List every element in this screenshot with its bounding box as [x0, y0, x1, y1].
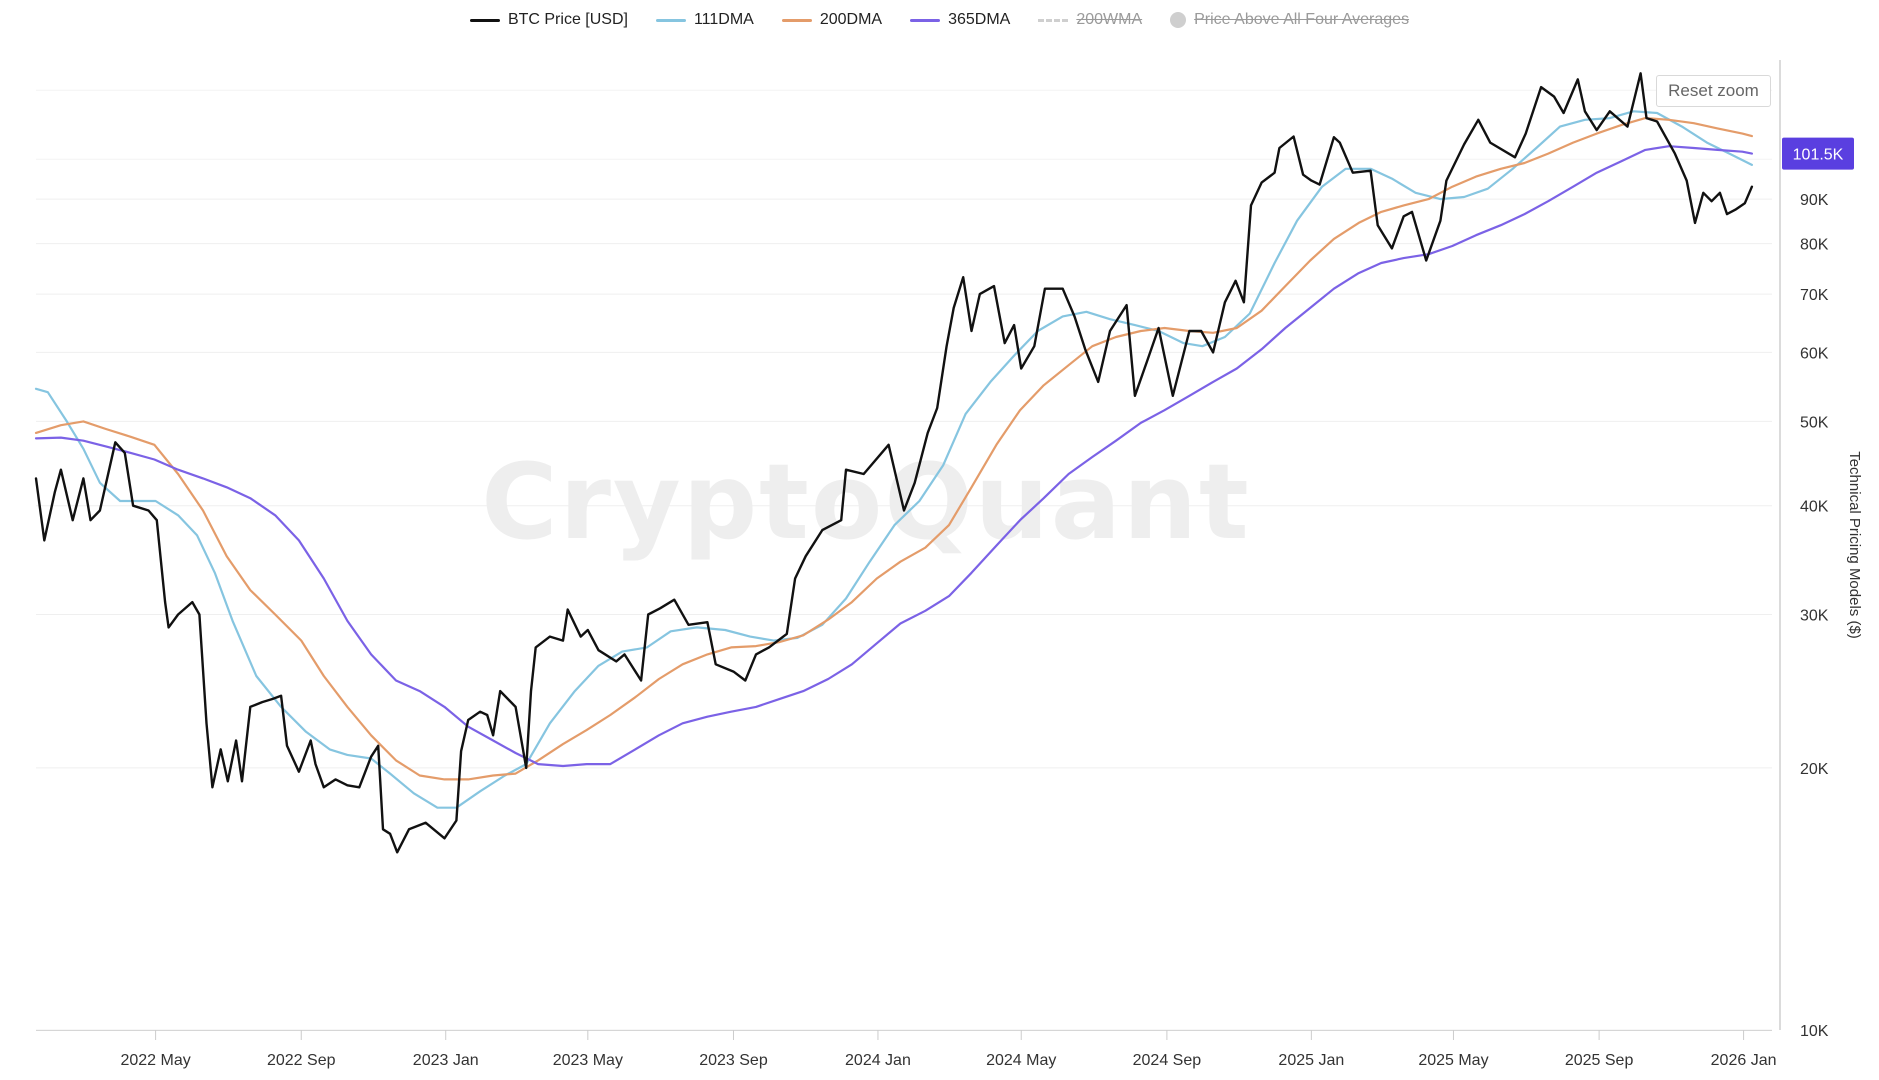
x-tick-label: 2024 Sep	[1133, 1052, 1202, 1069]
y-tick-label: 60K	[1800, 345, 1829, 362]
axes-layer	[36, 60, 1781, 1031]
series-line-365dma[interactable]	[34, 145, 1753, 768]
x-tick-label: 2026 Jan	[1711, 1052, 1777, 1069]
legend-swatch	[1170, 12, 1187, 28]
legend-item-200wma[interactable]: 200WMA	[1038, 11, 1142, 29]
series-line-btc-price-usd[interactable]	[34, 72, 1754, 854]
legend-item-price-above-all-four-averages[interactable]: Price Above All Four Averages	[1170, 11, 1409, 29]
legend-label: BTC Price [USD]	[507, 11, 628, 28]
y-tick-label: 30K	[1800, 608, 1829, 625]
legend-swatch	[781, 18, 812, 22]
legend-item-200dma[interactable]: 200DMA	[781, 11, 883, 29]
current-value-badge: 101.5K	[1782, 137, 1854, 170]
legend-label: 365DMA	[948, 11, 1011, 28]
x-tick-label: 2025 Jan	[1278, 1052, 1344, 1069]
legend-swatch	[469, 18, 500, 22]
chart-legend: BTC Price [USD] 111DMA 200DMA 365DMA 200WMA P…	[0, 6, 1879, 34]
x-tick-label: 2025 Sep	[1565, 1052, 1634, 1069]
y-tick-label: 70K	[1800, 287, 1829, 304]
y-tick-label: 50K	[1800, 414, 1829, 431]
x-tick-label: 2023 Sep	[699, 1052, 768, 1069]
watermark: CryptoQuant	[481, 441, 1250, 563]
legend-item-btc-price-usd[interactable]: BTC Price [USD]	[469, 11, 628, 29]
legend-swatch	[1038, 18, 1069, 22]
legend-item-111dma[interactable]: 111DMA	[655, 11, 754, 29]
legend-label: 200DMA	[819, 11, 883, 28]
x-tick-label: 2024 May	[986, 1052, 1056, 1069]
x-tick-label: 2022 May	[120, 1052, 190, 1069]
y-axis-title: Technical Pricing Models ($)	[1846, 451, 1863, 639]
legend-swatch	[655, 18, 686, 22]
y-tick-label: 90K	[1800, 192, 1829, 209]
legend-label: 200WMA	[1076, 11, 1143, 28]
x-tick-label: 2024 Jan	[845, 1052, 911, 1069]
badge-value: 101.5K	[1793, 147, 1844, 164]
x-tick-label: 2023 Jan	[413, 1052, 479, 1069]
series-layer	[34, 72, 1754, 854]
badge-background	[1782, 137, 1854, 170]
y-axis-ticks: 10K 20K 30K 40K 50K 60K 70K 80K 90K	[1800, 192, 1829, 1040]
series-line-111dma[interactable]	[34, 110, 1753, 809]
x-tick-label: 2023 May	[553, 1052, 623, 1069]
reset-zoom-button[interactable]: Reset zoom	[1656, 75, 1771, 107]
legend-label: 111DMA	[693, 11, 754, 28]
series-line-200dma[interactable]	[34, 117, 1753, 781]
legend-swatch	[910, 18, 941, 22]
x-tick-label: 2022 Sep	[267, 1052, 336, 1069]
x-axis-ticks: 2022 May 2022 Sep 2023 Jan 2023 May 2023 Sep…	[120, 1030, 1777, 1069]
legend-item-365dma[interactable]: 365DMA	[910, 11, 1010, 29]
y-tick-label: 40K	[1800, 499, 1829, 516]
y-tick-label: 80K	[1800, 237, 1829, 254]
x-tick-label: 2025 May	[1418, 1052, 1488, 1069]
legend-label: Price Above All Four Averages	[1194, 11, 1410, 28]
y-tick-label: 10K	[1800, 1023, 1829, 1040]
y-tick-label: 20K	[1800, 761, 1829, 778]
